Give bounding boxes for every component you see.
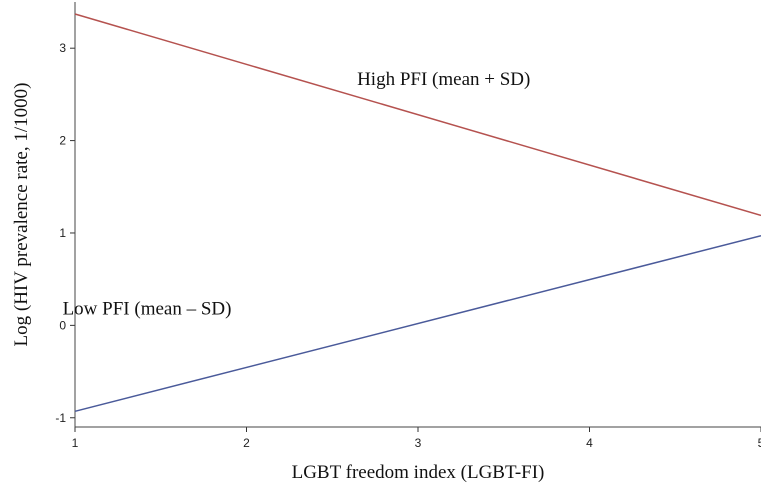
plot-background xyxy=(75,2,761,427)
y-axis-label: Log (HIV prevalence rate, 1/1000) xyxy=(11,83,32,347)
x-tick-label: 4 xyxy=(586,436,593,450)
series-line-high-pfi xyxy=(74,13,761,217)
plot-frame xyxy=(70,2,761,432)
y-tick-label: 1 xyxy=(59,226,66,240)
annotations: High PFI (mean + SD) Low PFI (mean – SD) xyxy=(63,69,531,319)
series-layer xyxy=(74,13,761,413)
annotation-high-pfi: High PFI (mean + SD) xyxy=(357,69,530,90)
y-tick-label: 2 xyxy=(59,134,66,148)
x-tick-label: 5 xyxy=(758,436,761,450)
x-tick-label: 1 xyxy=(72,436,79,450)
y-tick-label: 0 xyxy=(59,318,66,332)
annotation-low-pfi: Low PFI (mean – SD) xyxy=(63,298,232,319)
x-tick-label: 3 xyxy=(415,436,422,450)
series-line-low-pfi xyxy=(74,234,761,413)
x-axis-label: LGBT freedom index (LGBT-FI) xyxy=(292,462,545,483)
tick-labels: 1 2 3 4 5 -1 0 1 2 3 xyxy=(55,41,761,450)
x-tick-label: 2 xyxy=(243,436,250,450)
y-tick-label: -1 xyxy=(55,411,66,425)
y-tick-label: 3 xyxy=(59,41,66,55)
